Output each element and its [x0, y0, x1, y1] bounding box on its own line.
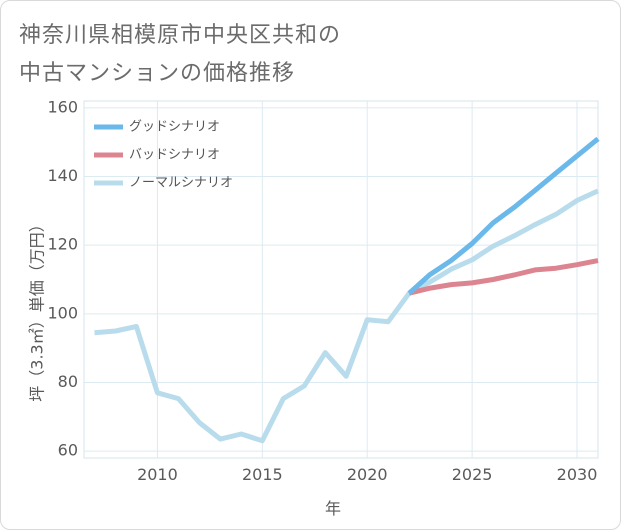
series-line-2	[94, 188, 600, 444]
series-line-0	[407, 136, 600, 296]
x-tick-label: 2015	[242, 465, 283, 484]
legend-label: グッドシナリオ	[129, 120, 220, 135]
grid	[83, 100, 599, 459]
axes: 60 80 100 120 140 160 2010 2015 2020 2025 2030	[47, 97, 597, 484]
x-tick-label: 2025	[452, 465, 493, 484]
x-tick-label: 2010	[137, 465, 178, 484]
y-tick-label: 80	[58, 372, 78, 391]
y-tick-label: 140	[47, 166, 78, 185]
x-tick-label: 2020	[347, 465, 388, 484]
series-line-1	[408, 258, 599, 296]
legend-label: ノーマルシナリオ	[129, 176, 233, 191]
chart-title-line-1: 神奈川県相模原市中央区共和の	[19, 23, 342, 48]
y-tick-label: 120	[47, 235, 78, 254]
chart-title-line-2: 中古マンションの価格推移	[19, 61, 296, 86]
y-tick-label: 160	[47, 97, 78, 116]
x-tick-label: 2030	[557, 465, 598, 484]
series-lines	[94, 136, 600, 444]
x-axis-title: 年	[325, 499, 341, 518]
y-axis-title: 坪（3.3㎡）単価（万円）	[28, 216, 47, 401]
legend-label: バッドシナリオ	[129, 148, 220, 163]
y-tick-label: 60	[58, 441, 78, 460]
y-tick-label: 100	[47, 303, 78, 322]
plot-area	[83, 100, 599, 459]
